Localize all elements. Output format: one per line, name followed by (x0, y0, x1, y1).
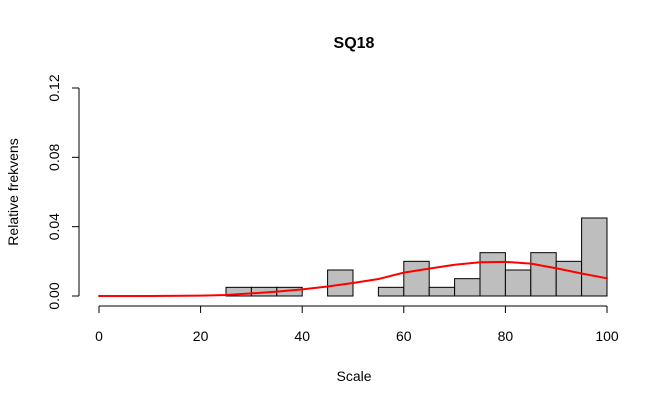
histogram-bar (530, 252, 557, 297)
x-tick-label: 0 (95, 328, 103, 344)
histogram-bar (504, 269, 532, 297)
x-tick-label: 60 (396, 328, 412, 344)
density-curve (98, 260, 608, 297)
histogram-bar (403, 260, 430, 297)
y-tick-label: 0.12 (46, 74, 62, 101)
chart-title: SQ18 (334, 35, 375, 52)
histogram-bar (377, 286, 405, 297)
histogram-bars (225, 217, 608, 297)
histogram-bar (454, 278, 481, 297)
x-tick-label: 80 (498, 328, 514, 344)
x-axis: 0 20 40 60 80 100 (95, 305, 619, 344)
y-tick-label: 0.08 (46, 143, 62, 170)
histogram-bar (555, 260, 583, 297)
y-axis: 0.00 0.04 0.08 0.12 (46, 74, 80, 310)
y-tick-label: 0.04 (46, 213, 62, 240)
histogram-bar (479, 252, 506, 297)
x-axis-label: Scale (336, 368, 371, 384)
x-tick-label: 20 (193, 328, 209, 344)
x-tick-label: 40 (294, 328, 310, 344)
y-axis-label: Relative frekvens (5, 138, 21, 245)
histogram-bar (581, 217, 608, 297)
x-tick-label: 100 (595, 328, 619, 344)
y-tick-label: 0.00 (46, 282, 62, 309)
histogram-bar (428, 286, 456, 297)
